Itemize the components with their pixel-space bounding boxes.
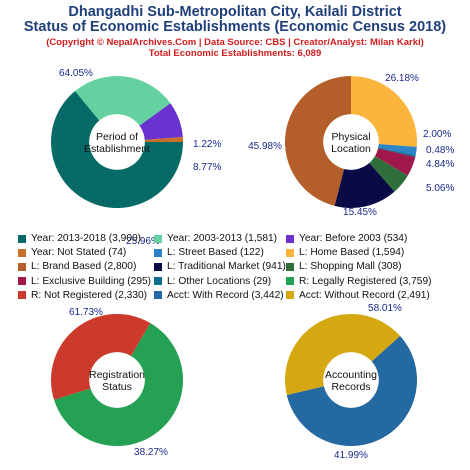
slice-percent-label: 0.48% <box>426 145 454 156</box>
legend-label: L: Traditional Market (941) <box>167 261 286 273</box>
donut-slice <box>50 313 151 400</box>
legend-swatch <box>154 277 162 286</box>
chart-header: Dhangadhi Sub-Metropolitan City, Kailali… <box>0 0 470 60</box>
legend-label: Year: 2013-2018 (3,900) <box>31 233 142 245</box>
slice-percent-label: 15.45% <box>343 207 377 218</box>
slice-percent-label: 64.05% <box>59 68 93 79</box>
legend-swatch <box>154 234 162 243</box>
slice-percent-label: 38.27% <box>134 447 168 458</box>
slice-percent-label: 25.96% <box>126 236 160 247</box>
legend: Year: 2013-2018 (3,900) Year: 2003-2013 (… <box>18 232 458 302</box>
slice-percent-label: 26.18% <box>385 73 419 84</box>
slice-percent-label: 61.73% <box>69 307 103 318</box>
legend-swatch <box>286 262 294 271</box>
donut-slice <box>374 148 416 176</box>
legend-label: L: Brand Based (2,800) <box>31 261 137 273</box>
legend-item: Year: Not Stated (74) <box>18 246 154 259</box>
legend-label: L: Street Based (122) <box>167 247 264 259</box>
legend-label: L: Home Based (1,594) <box>299 247 405 259</box>
donut-center-label: Establishment <box>84 143 150 155</box>
donut-slice <box>377 147 416 158</box>
legend-item: L: Exclusive Building (295) <box>18 275 154 288</box>
donut-center-label: Accounting <box>325 369 377 381</box>
slice-percent-label: 2.00% <box>423 129 451 140</box>
donut-slice <box>284 76 351 206</box>
legend-item: Acct: With Record (3,442) <box>154 289 286 302</box>
slice-percent-label: 1.22% <box>193 139 221 150</box>
legend-swatch <box>286 248 294 257</box>
legend-swatch <box>18 262 26 271</box>
slice-percent-label: 8.77% <box>193 162 221 173</box>
donut-hole <box>323 352 379 408</box>
donut-slice <box>286 335 418 447</box>
legend-item: L: Other Locations (29) <box>154 275 286 288</box>
legend-item: L: Brand Based (2,800) <box>18 260 154 273</box>
donut-center-label: Period of <box>96 131 138 143</box>
legend-item: R: Legally Registered (3,759) <box>286 275 456 288</box>
legend-item: L: Shopping Mall (308) <box>286 260 456 273</box>
legend-swatch <box>286 234 294 243</box>
donut-slice <box>54 323 183 446</box>
legend-label: Acct: With Record (3,442) <box>167 289 284 301</box>
donut-center-label: Physical <box>331 131 370 143</box>
donut-hole <box>89 114 145 170</box>
legend-swatch <box>18 291 26 300</box>
donut-hole <box>323 114 379 170</box>
legend-item: L: Street Based (122) <box>154 246 286 259</box>
chart-title-line2: Status of Economic Establishments (Econo… <box>23 19 447 35</box>
legend-item: Acct: Without Record (2,491) <box>286 289 456 302</box>
donut-center-label: Registration <box>89 369 145 381</box>
total-line: Total Economic Establishments: 6,089 <box>148 48 322 59</box>
legend-label: R: Not Registered (2,330) <box>31 289 148 301</box>
legend-label: Year: 2003-2013 (1,581) <box>167 233 278 245</box>
slice-percent-label: 41.99% <box>334 450 368 461</box>
legend-label: Acct: Without Record (2,491) <box>299 289 430 301</box>
legend-item: Year: 2003-2013 (1,581) <box>154 232 286 245</box>
donut-slice <box>351 76 417 147</box>
legend-label: L: Other Locations (29) <box>167 275 272 287</box>
donut-slice <box>144 136 183 142</box>
legend-item: Year: 2013-2018 (3,900) <box>18 232 154 245</box>
copyright-line: (Copyright © NepalArchives.Com | Data So… <box>46 37 424 48</box>
legend-label: L: Exclusive Building (295) <box>31 275 152 287</box>
donut-slice <box>139 103 183 140</box>
donut-slice <box>285 313 401 396</box>
legend-swatch <box>154 262 162 271</box>
donut-slice <box>334 162 395 208</box>
legend-swatch <box>154 291 162 300</box>
donut-slice <box>378 144 417 156</box>
legend-label: Year: Before 2003 (534) <box>299 233 408 245</box>
legend-label: Year: Not Stated (74) <box>31 247 127 259</box>
slice-percent-label: 5.06% <box>426 183 454 194</box>
donut-chart-1: 64.05% 25.96% 8.77% 1.22% Period ofEstablish… <box>51 68 221 247</box>
legend-item: R: Not Registered (2,330) <box>18 289 154 302</box>
donut-slice <box>51 91 183 209</box>
slice-percent-label: 45.98% <box>248 141 282 152</box>
legend-item: Year: Before 2003 (534) <box>286 232 456 245</box>
legend-label: L: Shopping Mall (308) <box>299 261 402 273</box>
legend-label: R: Legally Registered (3,759) <box>299 275 432 287</box>
legend-item: L: Traditional Market (941) <box>154 260 286 273</box>
slice-percent-label: 4.84% <box>426 159 454 170</box>
donut-slice <box>75 75 171 126</box>
donut-center-label: Location <box>331 143 371 155</box>
legend-swatch <box>286 277 294 286</box>
slice-percent-label: 58.01% <box>368 303 402 314</box>
donut-hole <box>89 352 145 408</box>
legend-swatch <box>286 291 294 300</box>
legend-item: L: Home Based (1,594) <box>286 246 456 259</box>
legend-swatch <box>18 277 26 286</box>
legend-swatch <box>154 248 162 257</box>
legend-swatch <box>18 248 26 257</box>
donut-slice <box>369 156 408 192</box>
legend-swatch <box>18 234 26 243</box>
donut-center-label: Records <box>331 381 370 393</box>
donut-chart-2: 26.18% 2.00% 0.48% 4.84% 5.06% 15.45% 45.98% Ph… <box>248 73 454 218</box>
donut-center-label: Status <box>102 381 132 393</box>
chart-title-line1: Dhangadhi Sub-Metropolitan City, Kailali… <box>68 4 402 20</box>
